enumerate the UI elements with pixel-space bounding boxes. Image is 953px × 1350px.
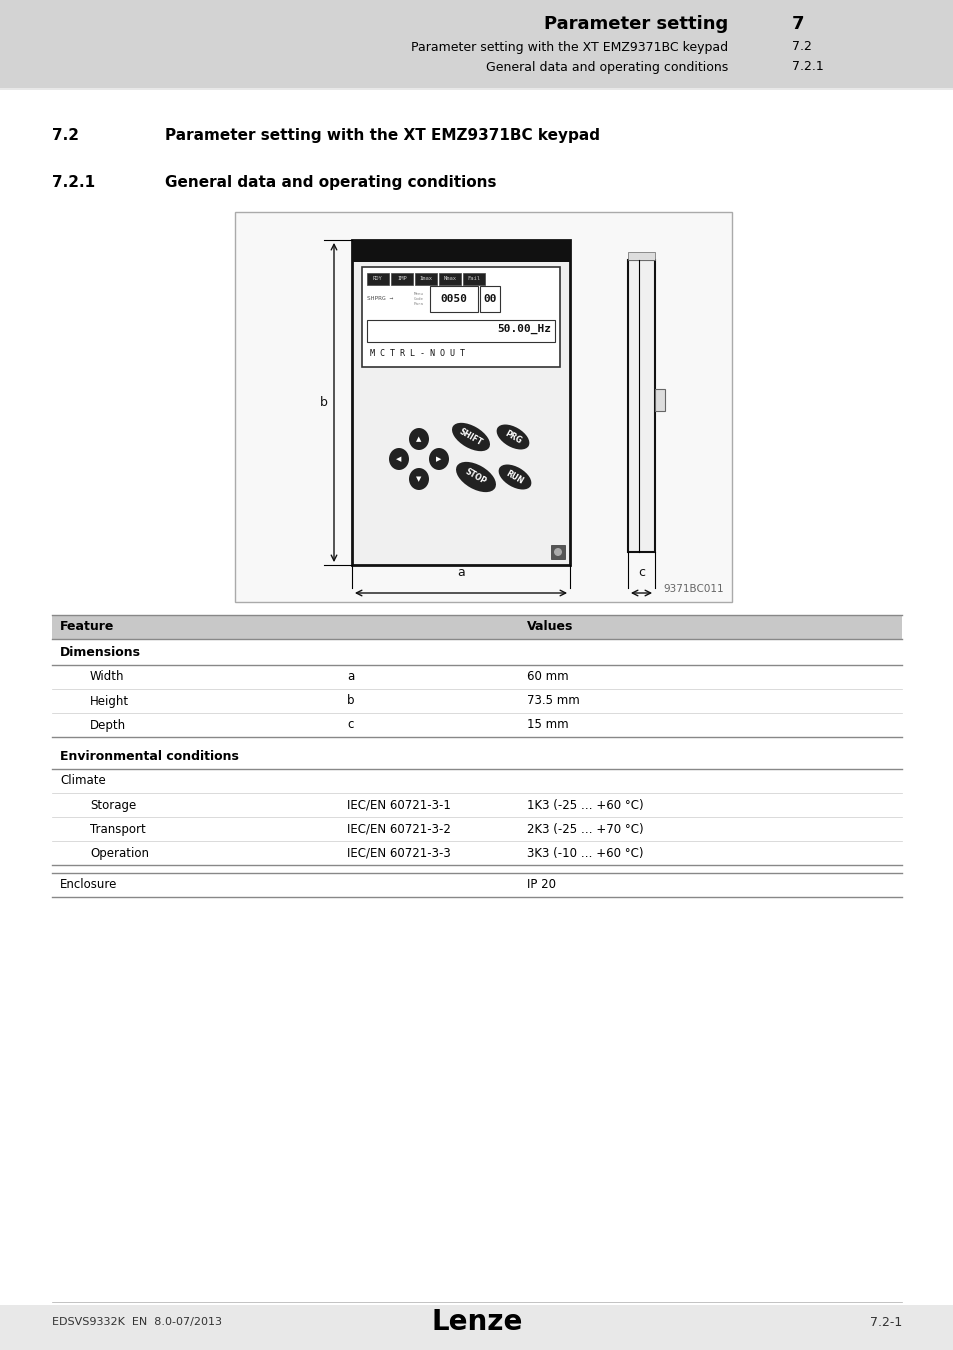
Bar <box>234 212 731 602</box>
Bar <box>52 873 901 896</box>
Text: Parameter setting with the XT EMZ9371BC keypad: Parameter setting with the XT EMZ9371BC … <box>411 40 727 54</box>
Text: IEC/EN 60721-3-3: IEC/EN 60721-3-3 <box>347 846 450 860</box>
Text: a: a <box>456 566 464 579</box>
Text: Feature: Feature <box>60 621 114 633</box>
Text: 9371BC011: 9371BC011 <box>662 585 723 594</box>
Text: Depth: Depth <box>90 718 126 732</box>
Bar <box>352 240 569 262</box>
Text: Menu: Menu <box>414 292 423 296</box>
Ellipse shape <box>429 448 449 470</box>
Text: 7.2.1: 7.2.1 <box>52 176 95 190</box>
Text: Enclosure: Enclosure <box>60 879 117 891</box>
Text: Parameter setting: Parameter setting <box>543 15 727 32</box>
Bar <box>52 817 901 841</box>
Bar <box>479 286 499 312</box>
Ellipse shape <box>389 448 409 470</box>
Text: General data and operating conditions: General data and operating conditions <box>485 61 727 73</box>
Text: M C T R L - N O U T: M C T R L - N O U T <box>370 348 464 358</box>
Text: Imax: Imax <box>419 277 432 282</box>
Text: 1K3 (-25 … +60 °C): 1K3 (-25 … +60 °C) <box>526 798 643 811</box>
Bar <box>52 713 901 737</box>
Text: Values: Values <box>526 621 573 633</box>
Bar <box>52 688 901 713</box>
Text: Dimensions: Dimensions <box>60 647 141 660</box>
Ellipse shape <box>498 464 531 490</box>
Text: b: b <box>347 694 355 707</box>
Ellipse shape <box>452 423 490 451</box>
Text: IMP: IMP <box>396 277 406 282</box>
Text: 00: 00 <box>483 294 497 304</box>
Text: ◀: ◀ <box>395 456 401 462</box>
Ellipse shape <box>409 468 429 490</box>
Bar <box>52 666 901 688</box>
Text: c: c <box>347 718 353 732</box>
Text: Storage: Storage <box>90 798 136 811</box>
Text: Para: Para <box>414 302 423 306</box>
Bar <box>0 0 953 88</box>
Bar <box>367 320 555 342</box>
Text: RDY: RDY <box>373 277 382 282</box>
Text: General data and operating conditions: General data and operating conditions <box>165 176 496 190</box>
Text: 73.5 mm: 73.5 mm <box>526 694 579 707</box>
Text: Climate: Climate <box>60 775 106 787</box>
Text: 3K3 (-10 … +60 °C): 3K3 (-10 … +60 °C) <box>526 846 643 860</box>
Text: Fail: Fail <box>467 277 480 282</box>
Text: Operation: Operation <box>90 846 149 860</box>
Bar <box>52 792 901 817</box>
Ellipse shape <box>456 462 496 493</box>
Bar <box>430 286 477 312</box>
Circle shape <box>554 548 561 556</box>
Text: Lenze: Lenze <box>431 1308 522 1336</box>
Ellipse shape <box>497 424 529 450</box>
Bar <box>391 273 413 285</box>
Text: IEC/EN 60721-3-1: IEC/EN 60721-3-1 <box>347 798 451 811</box>
Text: Height: Height <box>90 694 129 707</box>
Text: 7.2: 7.2 <box>52 128 79 143</box>
Bar <box>627 261 655 552</box>
Bar <box>551 545 564 559</box>
Text: SHIFT: SHIFT <box>457 427 484 447</box>
Text: ▶: ▶ <box>436 456 441 462</box>
Text: 7.2: 7.2 <box>791 40 811 54</box>
Bar <box>361 267 559 367</box>
Text: 7.2-1: 7.2-1 <box>869 1315 901 1328</box>
Text: Width: Width <box>90 671 125 683</box>
Bar <box>438 273 460 285</box>
Text: 50.00_Hz: 50.00_Hz <box>497 324 551 333</box>
Text: PRG: PRG <box>502 429 522 446</box>
Text: ▲: ▲ <box>416 436 421 441</box>
Text: c: c <box>638 566 644 579</box>
Text: 7: 7 <box>791 15 803 32</box>
Text: RUN: RUN <box>504 468 525 486</box>
Text: 60 mm: 60 mm <box>526 671 568 683</box>
Text: ▼: ▼ <box>416 477 421 482</box>
Text: 0050: 0050 <box>440 294 467 304</box>
Bar <box>655 389 664 410</box>
Bar <box>627 252 655 261</box>
Text: Transport: Transport <box>90 822 146 836</box>
Text: 7.2.1: 7.2.1 <box>791 61 822 73</box>
Text: STOP: STOP <box>463 467 488 486</box>
Text: Environmental conditions: Environmental conditions <box>60 751 238 764</box>
Text: Parameter setting with the XT EMZ9371BC keypad: Parameter setting with the XT EMZ9371BC … <box>165 128 599 143</box>
Ellipse shape <box>409 428 429 450</box>
Text: EDSVS9332K  EN  8.0-07/2013: EDSVS9332K EN 8.0-07/2013 <box>52 1318 222 1327</box>
Text: 2K3 (-25 … +70 °C): 2K3 (-25 … +70 °C) <box>526 822 643 836</box>
Text: b: b <box>319 396 328 409</box>
Bar <box>352 240 569 566</box>
Bar <box>52 616 901 639</box>
Text: 15 mm: 15 mm <box>526 718 568 732</box>
Bar <box>415 273 436 285</box>
Bar <box>367 273 389 285</box>
Text: Code: Code <box>414 297 423 301</box>
Text: Mmax: Mmax <box>443 277 456 282</box>
Text: IEC/EN 60721-3-2: IEC/EN 60721-3-2 <box>347 822 451 836</box>
Text: a: a <box>347 671 354 683</box>
Text: SHPRG →: SHPRG → <box>367 297 393 301</box>
Text: IP 20: IP 20 <box>526 879 556 891</box>
Bar <box>462 273 484 285</box>
Bar <box>52 841 901 865</box>
